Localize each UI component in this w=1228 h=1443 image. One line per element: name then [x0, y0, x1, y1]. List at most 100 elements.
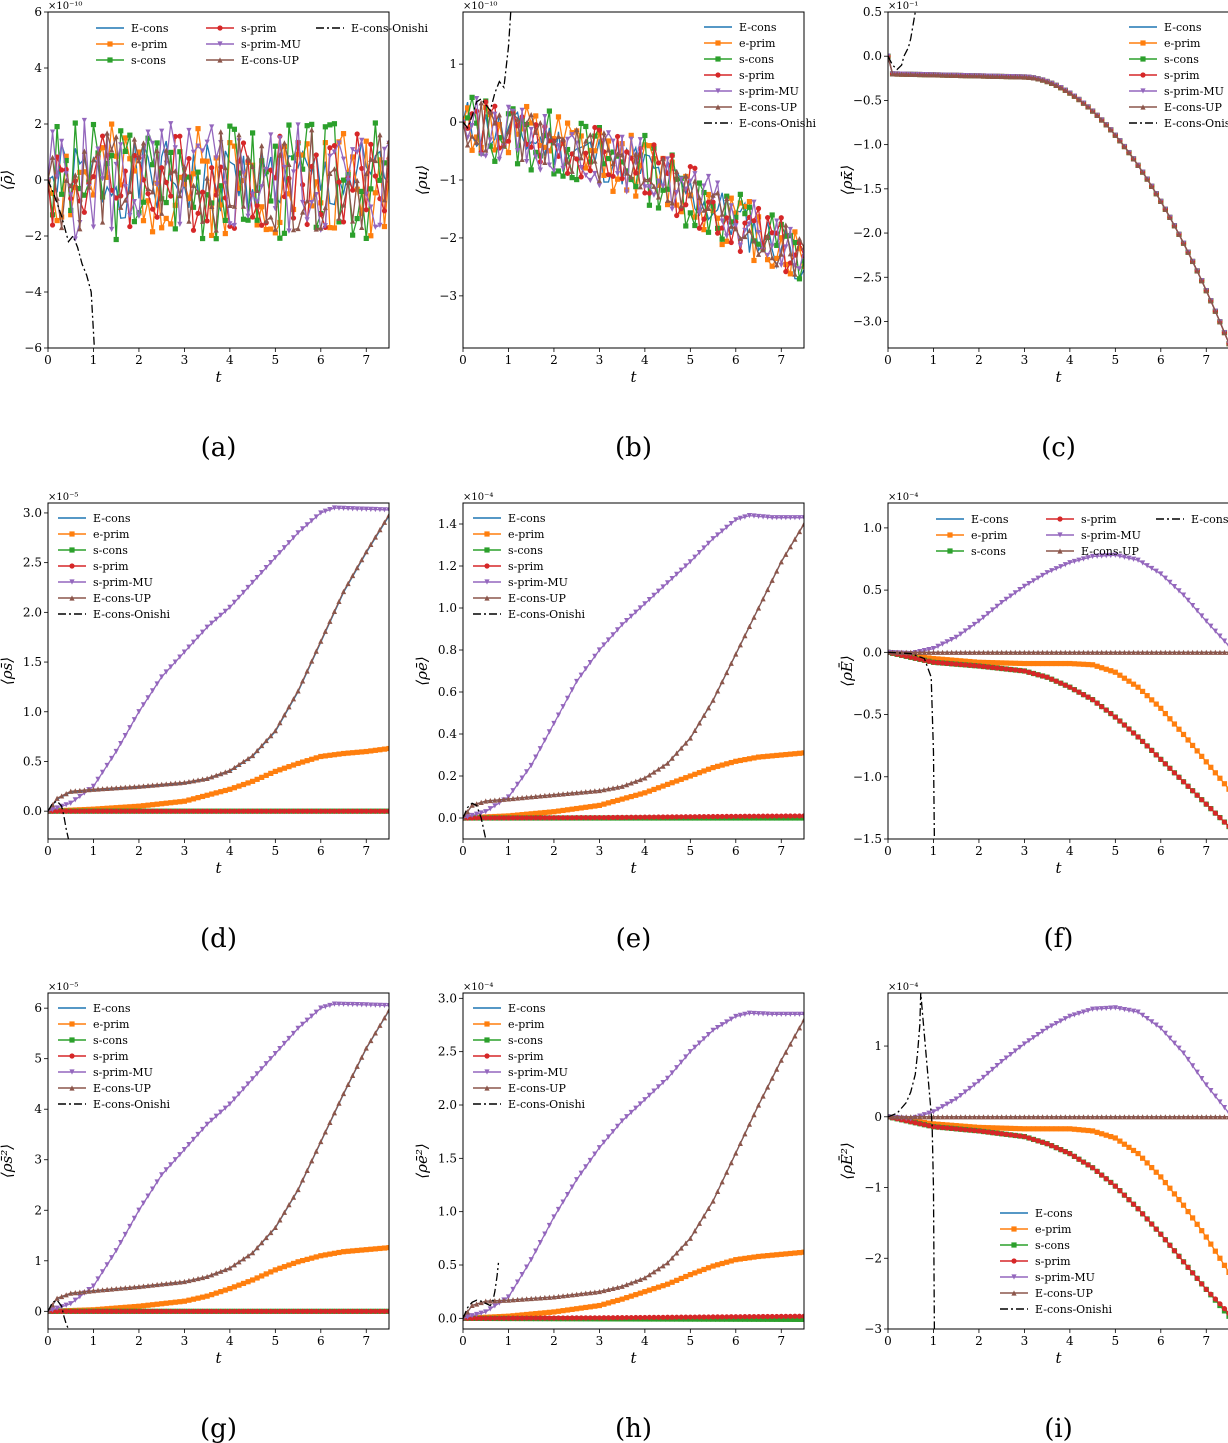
data-point: [605, 1286, 612, 1293]
data-point: [619, 152, 625, 158]
x-tick-label: 2: [550, 1334, 558, 1348]
data-point: [218, 1268, 224, 1274]
data-point: [542, 737, 548, 743]
x-tick-label: 4: [641, 844, 649, 858]
data-point: [1185, 1264, 1191, 1270]
data-point: [533, 1315, 539, 1321]
data-point: [290, 1194, 297, 1200]
data-point: [59, 1308, 65, 1314]
data-point: [1108, 552, 1114, 559]
data-point: [1180, 240, 1187, 246]
legend-entry: s-cons: [936, 545, 1006, 558]
data-point: [1071, 558, 1078, 565]
data-point: [281, 143, 288, 150]
data-point: [1008, 1051, 1014, 1058]
data-point: [899, 71, 905, 77]
data-point: [68, 192, 74, 198]
data-point: [1021, 74, 1027, 80]
data-point: [154, 148, 160, 154]
data-point: [113, 785, 119, 791]
legend-label: E-cons-Onishi: [1191, 513, 1228, 526]
data-point: [322, 808, 328, 814]
data-point: [787, 1316, 793, 1322]
data-point: [381, 146, 388, 152]
data-point: [496, 135, 502, 141]
data-point: [533, 793, 539, 799]
data-point: [363, 235, 369, 242]
data-point: [59, 191, 65, 197]
data-point: [1094, 663, 1100, 669]
data-point: [560, 173, 566, 179]
data-point: [59, 167, 65, 173]
data-point: [514, 781, 521, 787]
data-point: [159, 808, 165, 814]
data-point: [309, 1255, 315, 1261]
data-point: [949, 637, 955, 643]
data-point: [1217, 1099, 1223, 1105]
data-point: [154, 1301, 160, 1307]
data-point: [492, 1303, 498, 1309]
data-point: [1026, 581, 1032, 587]
series-line: [888, 554, 1228, 655]
data-point: [751, 513, 757, 519]
data-point: [1008, 666, 1014, 673]
data-point: [980, 1124, 987, 1131]
data-point: [496, 815, 502, 821]
data-point: [971, 621, 977, 628]
data-point: [505, 1315, 512, 1321]
data-point: [1221, 649, 1228, 655]
data-point: [159, 1281, 165, 1287]
data-point: [642, 132, 648, 139]
data-point: [381, 808, 388, 814]
data-point: [199, 235, 206, 242]
data-point: [796, 1313, 803, 1319]
x-tick-label: 7: [362, 1334, 370, 1348]
data-point: [377, 222, 383, 228]
data-point: [592, 1289, 598, 1295]
data-point: [578, 672, 584, 678]
data-point: [250, 163, 256, 170]
data-point: [122, 1308, 128, 1314]
series-E-cons-Onishi: [48, 800, 70, 839]
data-point: [309, 121, 315, 127]
data-point: [994, 665, 1000, 671]
data-point: [542, 124, 548, 130]
legend-label: s-cons: [1164, 53, 1199, 66]
data-point: [113, 808, 119, 814]
plot-area: [48, 117, 389, 348]
y-tick-label: 4: [34, 61, 42, 75]
x-tick-label: 5: [272, 353, 280, 367]
data-point: [724, 669, 730, 676]
data-point: [1112, 1114, 1118, 1120]
legend-entry: E-cons: [58, 1002, 131, 1015]
data-point: [204, 792, 210, 798]
data-point: [1130, 649, 1137, 655]
data-point: [746, 1316, 753, 1322]
data-point: [327, 1119, 333, 1125]
data-point: [140, 218, 147, 224]
data-point: [583, 123, 589, 130]
data-point: [546, 729, 552, 735]
legend-entry: s-cons: [473, 1034, 543, 1047]
data-point: [976, 618, 982, 624]
data-point: [63, 791, 69, 797]
data-point: [1094, 1129, 1100, 1135]
data-point: [1226, 1313, 1228, 1319]
data-point: [889, 71, 896, 77]
data-point: [574, 1291, 580, 1297]
data-point: [710, 1198, 716, 1204]
data-point: [77, 1308, 83, 1314]
data-point: [605, 1315, 612, 1321]
data-point: [254, 747, 260, 754]
data-point: [231, 1308, 238, 1314]
data-point: [478, 152, 484, 158]
data-point: [322, 124, 328, 130]
data-point: [769, 263, 775, 269]
legend-label: s-prim: [508, 1050, 544, 1063]
data-point: [1194, 608, 1200, 614]
data-point: [564, 170, 571, 176]
y-tick-label: 3: [34, 1153, 42, 1167]
data-point: [127, 1284, 133, 1290]
data-point: [1140, 1114, 1146, 1120]
data-point: [149, 802, 156, 808]
